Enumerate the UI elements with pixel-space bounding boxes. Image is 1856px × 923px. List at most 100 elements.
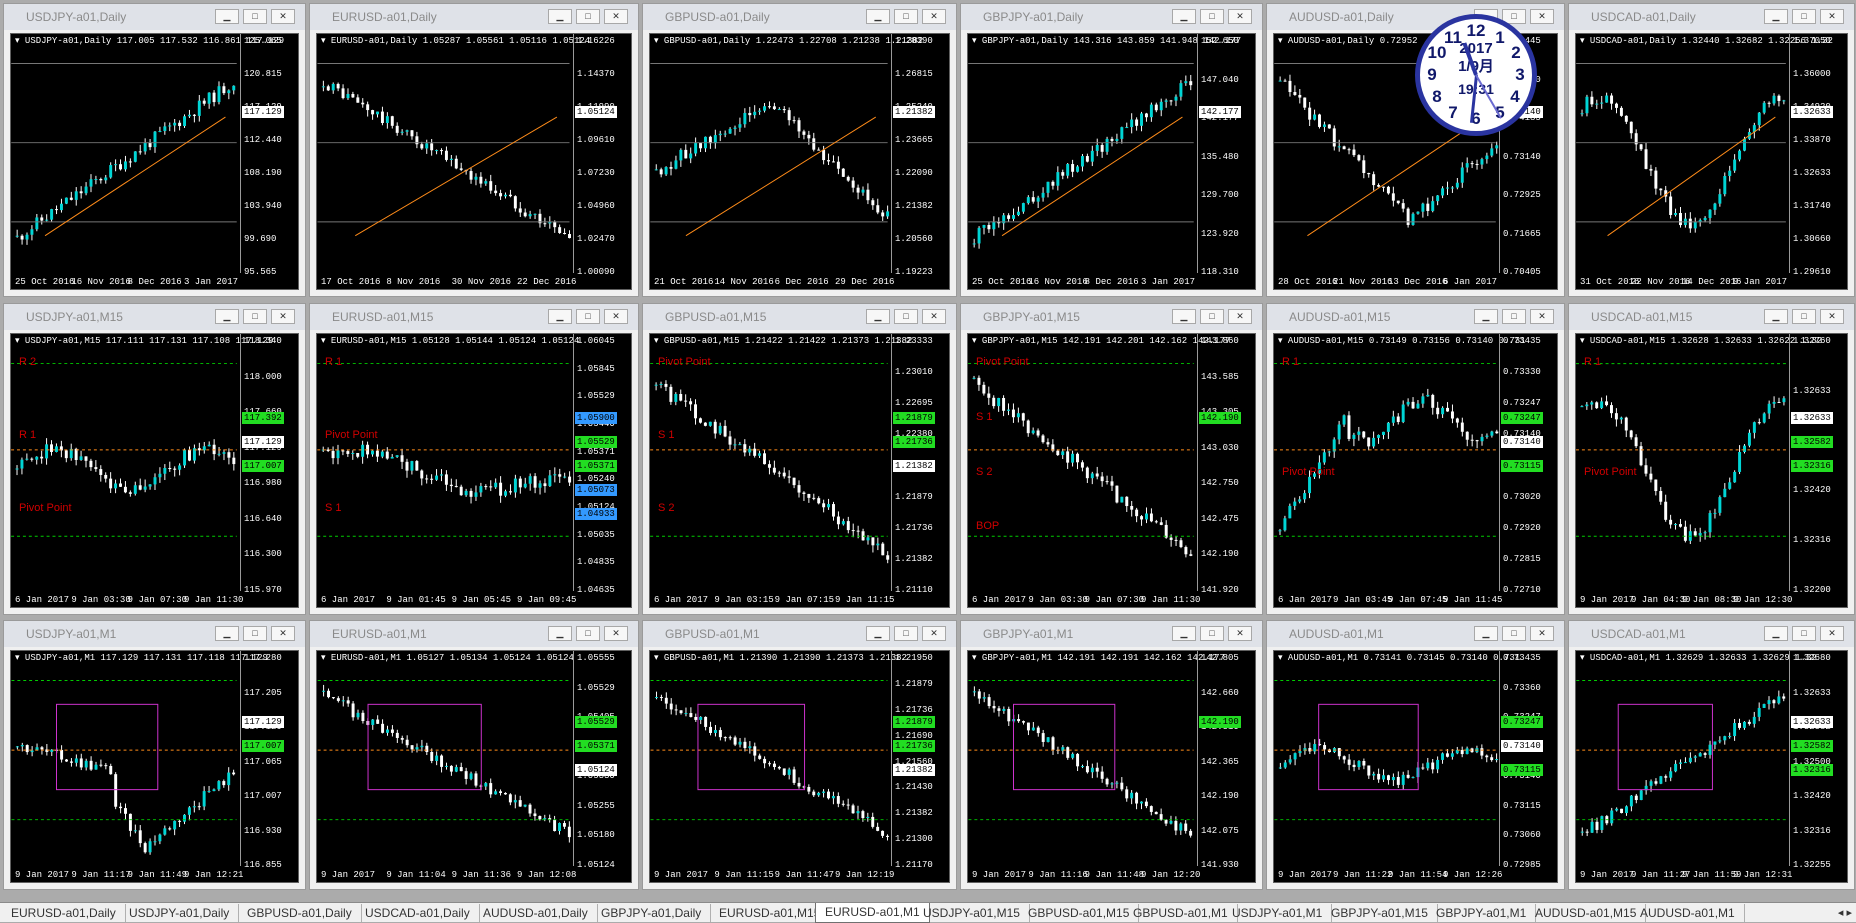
maximize-button[interactable]: □ — [1200, 309, 1224, 324]
chart-window[interactable]: GBPJPY-a01,M15 ▁ □ ✕ ▾ GBPJPY-a01,M15 142.19… — [960, 303, 1263, 615]
maximize-button[interactable]: □ — [1502, 626, 1526, 641]
chart-tab[interactable]: GBPJPY-a01,M15 — [1322, 904, 1438, 922]
chart-tab[interactable]: GBPUSD-a01,M1 — [1124, 904, 1238, 922]
close-button[interactable]: ✕ — [271, 9, 295, 24]
minimize-button[interactable]: ▁ — [1474, 309, 1498, 324]
minimize-button[interactable]: ▁ — [866, 626, 890, 641]
chart-window-titlebar[interactable]: AUDUSD-a01,Daily▁□✕ — [1267, 4, 1564, 30]
chart-canvas[interactable]: ▾ EURUSD-a01,M15 1.05128 1.05144 1.05124… — [316, 333, 632, 608]
chart-tab[interactable]: EURUSD-a01,M15 — [710, 904, 831, 922]
chart-tab[interactable]: USDCAD-a01,Daily — [356, 904, 480, 922]
chart-tab[interactable]: USDJPY-a01,Daily — [120, 904, 240, 922]
chart-canvas[interactable]: ▾ GBPJPY-a01,M15 142.191 142.201 142.162… — [967, 333, 1256, 608]
close-button[interactable]: ✕ — [271, 309, 295, 324]
chart-window[interactable]: USDJPY-a01,Daily ▁ □ ✕ ▾ USDJPY-a01,Daily 11… — [3, 3, 306, 297]
close-button[interactable]: ✕ — [922, 309, 946, 324]
chart-canvas[interactable]: ▾ USDCAD-a01,Daily 1.32440 1.32682 1.322… — [1575, 33, 1848, 290]
chart-canvas[interactable]: ▾ USDCAD-a01,M15 1.32628 1.32633 1.32622… — [1575, 333, 1848, 608]
chart-window[interactable]: USDCAD-a01,M1 ▁ □ ✕ ▾ USDCAD-a01,M1 1.32629 … — [1568, 620, 1855, 890]
minimize-button[interactable]: ▁ — [548, 626, 572, 641]
chart-window[interactable]: AUDUSD-a01,M15 ▁ □ ✕ ▾ AUDUSD-a01,M15 0.7314… — [1266, 303, 1565, 615]
maximize-button[interactable]: □ — [1792, 309, 1816, 324]
chart-canvas[interactable]: ▾ GBPUSD-a01,M1 1.21390 1.21390 1.21373 … — [649, 650, 950, 883]
maximize-button[interactable]: □ — [576, 9, 600, 24]
close-button[interactable]: ✕ — [271, 626, 295, 641]
chart-window[interactable]: AUDUSD-a01,M1 ▁ □ ✕ ▾ AUDUSD-a01,M1 0.73141 … — [1266, 620, 1565, 890]
maximize-button[interactable]: □ — [1502, 309, 1526, 324]
chart-canvas[interactable]: ▾ EURUSD-a01,Daily 1.05287 1.05561 1.051… — [316, 33, 632, 290]
chart-window-titlebar[interactable]: EURUSD-a01,M1 ▁ □ ✕ — [310, 621, 638, 647]
maximize-button[interactable]: □ — [243, 309, 267, 324]
minimize-button[interactable]: ▁ — [1474, 626, 1498, 641]
close-button[interactable]: ✕ — [1530, 9, 1554, 24]
chart-tab[interactable]: GBPUSD-a01,Daily — [238, 904, 362, 922]
maximize-button[interactable]: □ — [894, 309, 918, 324]
minimize-button[interactable]: ▁ — [215, 626, 239, 641]
chart-window-titlebar[interactable]: USDJPY-a01,M15 ▁ □ ✕ — [4, 304, 305, 330]
chart-window[interactable]: EURUSD-a01,M1 ▁ □ ✕ ▾ EURUSD-a01,M1 1.05127 … — [309, 620, 639, 890]
maximize-button[interactable]: □ — [243, 9, 267, 24]
chart-window-titlebar[interactable]: GBPUSD-a01,Daily ▁ □ ✕ — [643, 4, 956, 30]
chart-window[interactable]: USDCAD-a01,Daily ▁ □ ✕ ▾ USDCAD-a01,Daily 1.… — [1568, 3, 1855, 297]
close-button[interactable]: ✕ — [1228, 626, 1252, 641]
close-button[interactable]: ✕ — [1530, 626, 1554, 641]
chart-window[interactable]: USDCAD-a01,M15 ▁ □ ✕ ▾ USDCAD-a01,M15 1.3262… — [1568, 303, 1855, 615]
minimize-button[interactable]: ▁ — [1172, 309, 1196, 324]
maximize-button[interactable]: □ — [1792, 626, 1816, 641]
chart-canvas[interactable]: ▾ GBPUSD-a01,Daily 1.22473 1.22708 1.212… — [649, 33, 950, 290]
maximize-button[interactable]: □ — [894, 9, 918, 24]
chart-window-titlebar[interactable]: GBPUSD-a01,M15 ▁ □ ✕ — [643, 304, 956, 330]
close-button[interactable]: ✕ — [1228, 309, 1252, 324]
chart-window-titlebar[interactable]: AUDUSD-a01,M15 ▁ □ ✕ — [1267, 304, 1564, 330]
chart-window-titlebar[interactable]: USDCAD-a01,M1 ▁ □ ✕ — [1569, 621, 1854, 647]
chart-canvas[interactable]: ▾ AUDUSD-a01,M1 0.73141 0.73145 0.73140 … — [1273, 650, 1558, 883]
close-button[interactable]: ✕ — [1820, 626, 1844, 641]
maximize-button[interactable]: □ — [576, 626, 600, 641]
chart-window-titlebar[interactable]: GBPJPY-a01,M1 ▁ □ ✕ — [961, 621, 1262, 647]
chart-window-titlebar[interactable]: USDCAD-a01,M15 ▁ □ ✕ — [1569, 304, 1854, 330]
chart-window-titlebar[interactable]: AUDUSD-a01,M1 ▁ □ ✕ — [1267, 621, 1564, 647]
close-button[interactable]: ✕ — [922, 626, 946, 641]
close-button[interactable]: ✕ — [604, 309, 628, 324]
chart-canvas[interactable]: ▾ AUDUSD-a01,M15 0.73149 0.73156 0.73140… — [1273, 333, 1558, 608]
chart-window[interactable]: EURUSD-a01,M15 ▁ □ ✕ ▾ EURUSD-a01,M15 1.0512… — [309, 303, 639, 615]
minimize-button[interactable]: ▁ — [548, 309, 572, 324]
minimize-button[interactable]: ▁ — [215, 9, 239, 24]
chart-window[interactable]: USDJPY-a01,M15 ▁ □ ✕ ▾ USDJPY-a01,M15 117.11… — [3, 303, 306, 615]
chart-tab[interactable]: GBPJPY-a01,Daily — [592, 904, 712, 922]
chart-window[interactable]: GBPUSD-a01,M1 ▁ □ ✕ ▾ GBPUSD-a01,M1 1.21390 … — [642, 620, 957, 890]
chart-canvas[interactable]: ▾ GBPUSD-a01,M15 1.21422 1.21422 1.21373… — [649, 333, 950, 608]
close-button[interactable]: ✕ — [1228, 9, 1252, 24]
minimize-button[interactable]: ▁ — [866, 309, 890, 324]
maximize-button[interactable]: □ — [1502, 9, 1526, 24]
close-button[interactable]: ✕ — [1820, 309, 1844, 324]
chart-tab[interactable]: GBPUSD-a01,M15 — [1019, 904, 1140, 922]
chart-window-titlebar[interactable]: GBPJPY-a01,M15 ▁ □ ✕ — [961, 304, 1262, 330]
chart-window[interactable]: GBPJPY-a01,M1 ▁ □ ✕ ▾ GBPJPY-a01,M1 142.191 … — [960, 620, 1263, 890]
chart-window-titlebar[interactable]: USDJPY-a01,Daily ▁ □ ✕ — [4, 4, 305, 30]
chart-window-titlebar[interactable]: EURUSD-a01,M15 ▁ □ ✕ — [310, 304, 638, 330]
minimize-button[interactable]: ▁ — [1764, 309, 1788, 324]
chart-window-titlebar[interactable]: EURUSD-a01,Daily ▁ □ ✕ — [310, 4, 638, 30]
chart-tab[interactable]: EURUSD-a01,M1 — [815, 903, 930, 923]
chart-window[interactable]: GBPUSD-a01,M15 ▁ □ ✕ ▾ GBPUSD-a01,M15 1.2142… — [642, 303, 957, 615]
maximize-button[interactable]: □ — [894, 626, 918, 641]
maximize-button[interactable]: □ — [576, 309, 600, 324]
chart-window-titlebar[interactable]: USDJPY-a01,M1 ▁ □ ✕ — [4, 621, 305, 647]
chart-canvas[interactable]: ▾ GBPJPY-a01,Daily 143.316 143.859 141.9… — [967, 33, 1256, 290]
chart-canvas[interactable]: ▾ USDJPY-a01,M1 117.129 117.131 117.118 … — [10, 650, 299, 883]
chart-canvas[interactable]: ▾ EURUSD-a01,M1 1.05127 1.05134 1.05124 … — [316, 650, 632, 883]
chart-window-titlebar[interactable]: USDCAD-a01,Daily ▁ □ ✕ — [1569, 4, 1854, 30]
chart-canvas[interactable]: ▾ USDJPY-a01,Daily 117.005 117.532 116.8… — [10, 33, 299, 290]
maximize-button[interactable]: □ — [1792, 9, 1816, 24]
close-button[interactable]: ✕ — [922, 9, 946, 24]
chart-window[interactable]: GBPJPY-a01,Daily ▁ □ ✕ ▾ GBPJPY-a01,Daily 14… — [960, 3, 1263, 297]
close-button[interactable]: ✕ — [604, 9, 628, 24]
minimize-button[interactable]: ▁ — [1172, 626, 1196, 641]
chart-canvas[interactable]: ▾ USDJPY-a01,M15 117.111 117.131 117.108… — [10, 333, 299, 608]
minimize-button[interactable]: ▁ — [1764, 626, 1788, 641]
chart-window[interactable]: EURUSD-a01,Daily ▁ □ ✕ ▾ EURUSD-a01,Daily 1.… — [309, 3, 639, 297]
minimize-button[interactable]: ▁ — [548, 9, 572, 24]
close-button[interactable]: ✕ — [1530, 309, 1554, 324]
maximize-button[interactable]: □ — [1200, 9, 1224, 24]
